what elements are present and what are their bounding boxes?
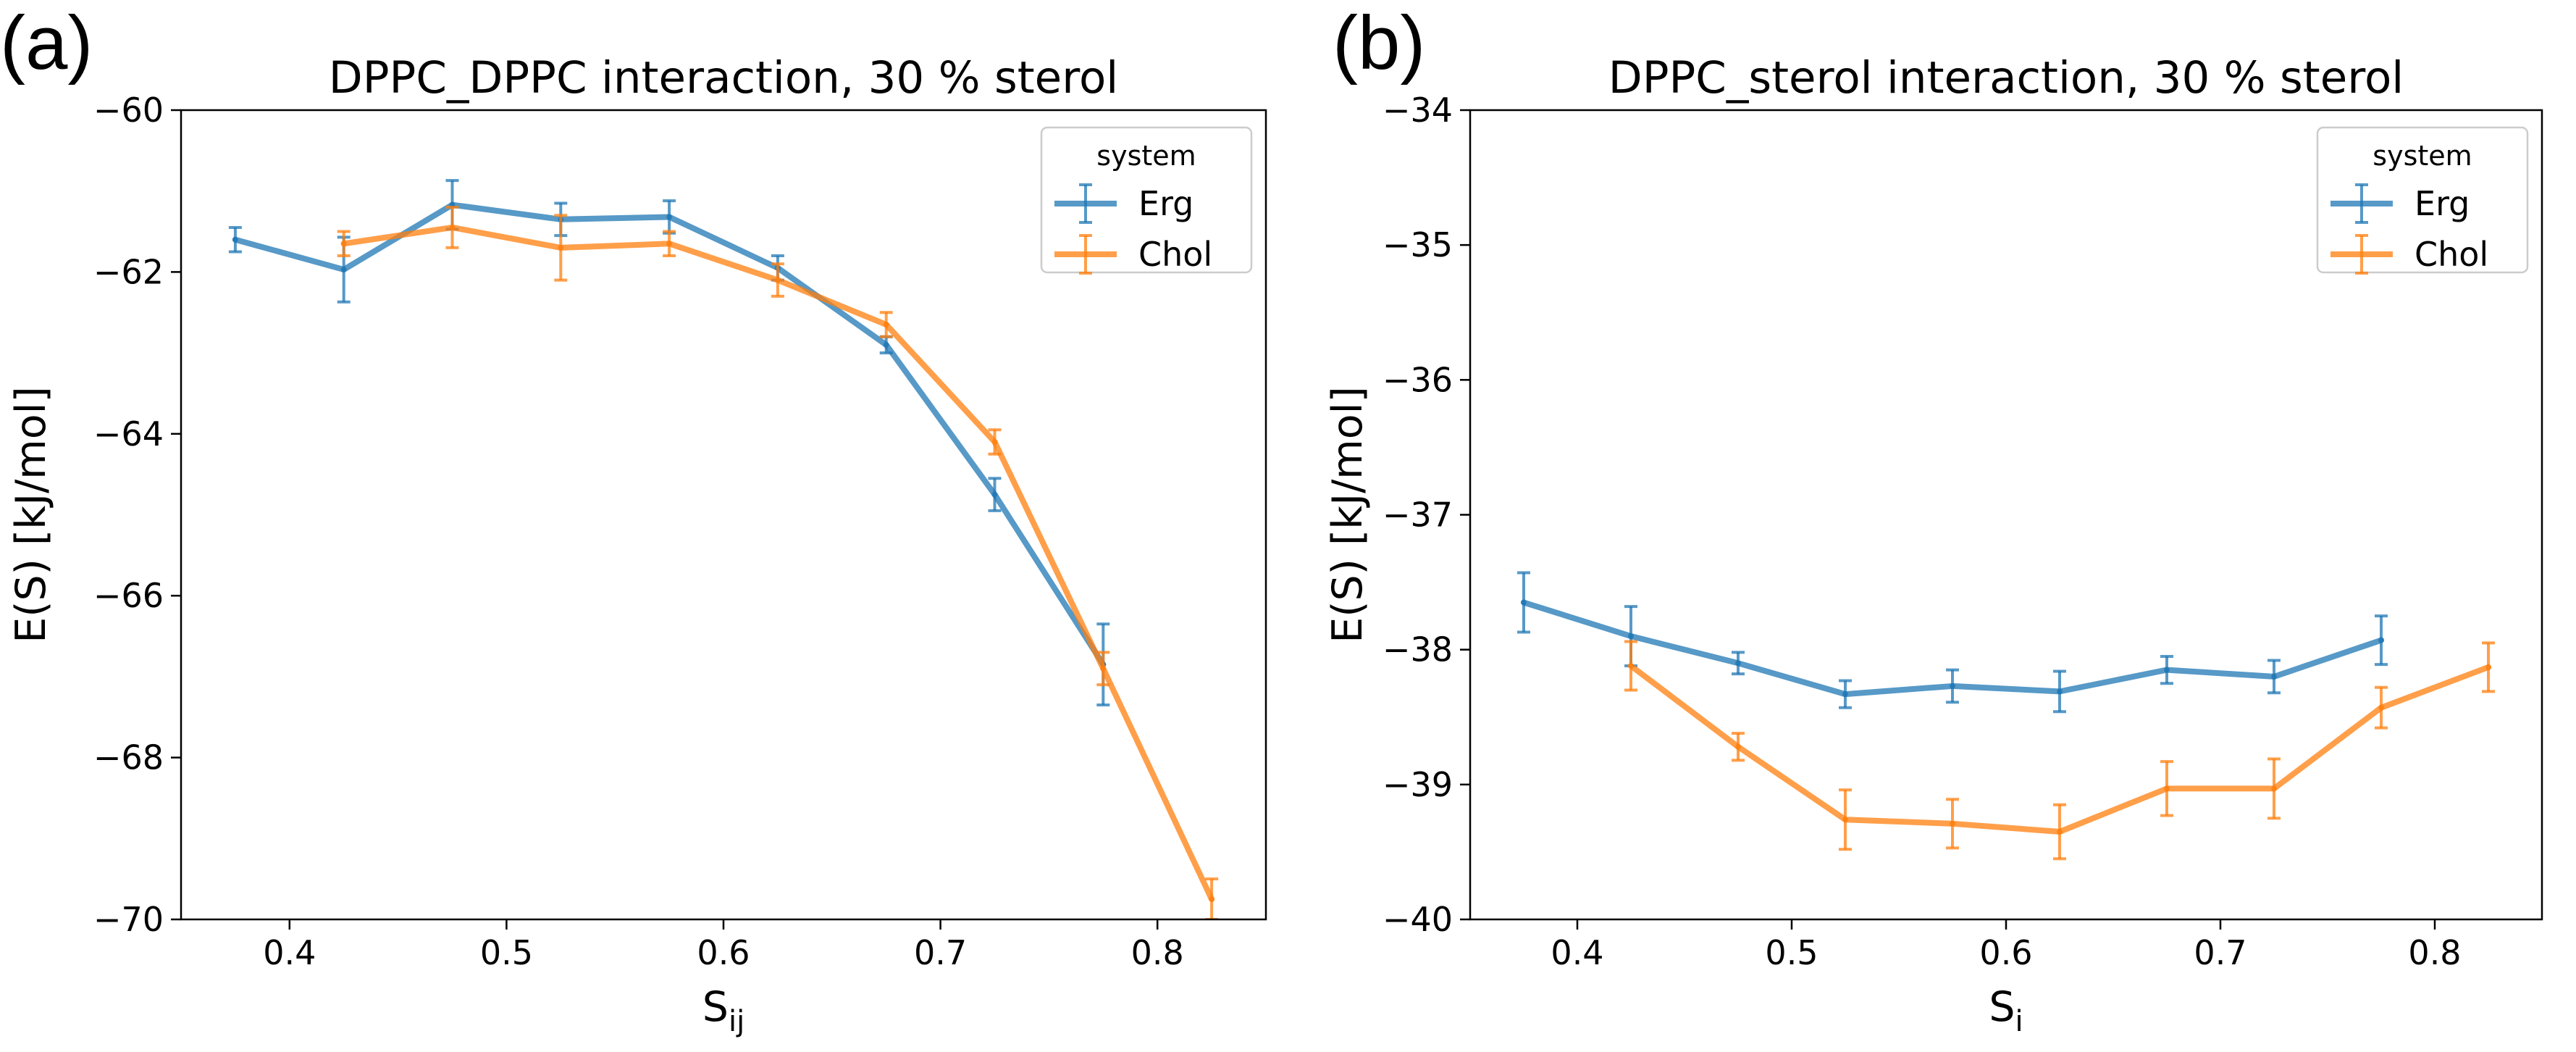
data-point	[1100, 665, 1107, 672]
data-point	[1950, 682, 1955, 689]
x-tick-label: 0.5	[480, 933, 533, 972]
y-tick-label: −64	[93, 414, 164, 454]
chart-title: DPPC_DPPC interaction, 30 % sterol	[329, 52, 1118, 104]
series-erg	[228, 179, 1110, 706]
panel-label: (a)	[0, 1, 93, 85]
y-tick-label: −70	[93, 900, 164, 939]
chart-panel-b: (b) DPPC_sterol interaction, 30 % sterol 0…	[1324, 1, 2543, 1038]
x-axis-label-sub: i	[2015, 1005, 2023, 1038]
data-point	[449, 224, 456, 230]
series-line	[232, 201, 1107, 668]
legend: system Erg Chol	[2316, 126, 2529, 275]
y-axis-label: E(S) [kJ/mol]	[7, 386, 55, 643]
x-axis-label-sub: ij	[729, 1005, 744, 1038]
x-tick-label: 0.7	[914, 933, 967, 972]
data-point	[883, 322, 889, 328]
chart-panel-a: (a) DPPC_DPPC interaction, 30 % sterol 0.4…	[0, 1, 1267, 1038]
data-point	[666, 214, 673, 220]
data-point	[2271, 785, 2277, 792]
data-point	[883, 341, 889, 348]
y-tick-label: −35	[1383, 225, 1453, 264]
x-tick-label: 0.4	[1551, 933, 1603, 972]
y-tick-label: −68	[93, 738, 164, 777]
x-axis-label-main: S	[702, 983, 729, 1031]
y-tick-label: −39	[1383, 765, 1453, 804]
x-axis-label: Sij	[702, 983, 744, 1038]
legend-label-erg: Erg	[1138, 184, 1193, 223]
data-point	[1735, 743, 1741, 750]
y-tick-label: −66	[93, 576, 164, 615]
data-point	[991, 438, 998, 445]
x-axis-label-main: S	[1989, 983, 2015, 1031]
data-point	[1628, 663, 1634, 669]
y-tick-label: −34	[1383, 91, 1453, 130]
legend-box	[2316, 126, 2529, 274]
x-tick-label: 0.8	[1131, 933, 1184, 972]
legend-label-chol: Chol	[2415, 235, 2488, 274]
y-tick-label: −40	[1383, 900, 1453, 939]
data-point	[2485, 664, 2491, 670]
legend-title: system	[1096, 140, 1196, 172]
data-point	[1842, 691, 1848, 698]
data-point	[1628, 633, 1634, 640]
legend-title: system	[2372, 140, 2472, 172]
x-tick-label: 0.5	[1765, 933, 1818, 972]
series-line	[340, 224, 1215, 903]
x-tick-label: 0.6	[697, 933, 750, 972]
y-tick-label: −36	[1383, 360, 1453, 399]
data-point	[340, 241, 347, 247]
legend-label-erg: Erg	[2415, 184, 2470, 223]
plot-area	[1517, 571, 2495, 861]
data-point	[1735, 660, 1741, 667]
data-point	[2164, 785, 2170, 792]
y-tick-label: −38	[1383, 630, 1453, 669]
axes-frame	[1469, 109, 2543, 921]
series-chol	[337, 206, 1219, 919]
chart-title: DPPC_sterol interaction, 30 % sterol	[1608, 52, 2404, 104]
legend: system Erg Chol	[1040, 126, 1253, 275]
data-point	[558, 244, 564, 251]
data-point	[774, 277, 781, 283]
legend-label-chol: Chol	[1138, 235, 1212, 274]
data-point	[2271, 673, 2277, 680]
y-tick-label: −62	[93, 252, 164, 291]
x-tick-label: 0.8	[2408, 933, 2461, 972]
plot-area	[228, 179, 1219, 919]
data-point	[1521, 599, 1527, 606]
data-point	[340, 267, 347, 273]
panel-label: (b)	[1333, 1, 1425, 85]
data-point	[232, 236, 238, 243]
data-point	[1209, 896, 1215, 903]
x-tick-label: 0.4	[263, 933, 316, 972]
data-point	[991, 491, 998, 498]
data-point	[2057, 828, 2063, 835]
data-point	[1950, 820, 1955, 827]
legend-box	[1040, 126, 1253, 274]
data-point	[2057, 688, 2063, 695]
series-erg	[1517, 571, 2388, 714]
x-axis-label: Si	[1989, 983, 2023, 1038]
data-point	[2378, 637, 2384, 643]
series-chol	[1624, 640, 2495, 861]
x-tick-label: 0.6	[1979, 933, 2032, 972]
y-tick-label: −37	[1383, 496, 1453, 535]
y-axis-label: E(S) [kJ/mol]	[1324, 386, 1372, 643]
x-tick-label: 0.7	[2194, 933, 2246, 972]
data-point	[1842, 817, 1848, 823]
axes-frame	[180, 109, 1267, 921]
data-point	[2164, 667, 2170, 673]
data-point	[666, 241, 673, 247]
y-tick-label: −60	[93, 91, 164, 130]
data-point	[2378, 704, 2384, 711]
